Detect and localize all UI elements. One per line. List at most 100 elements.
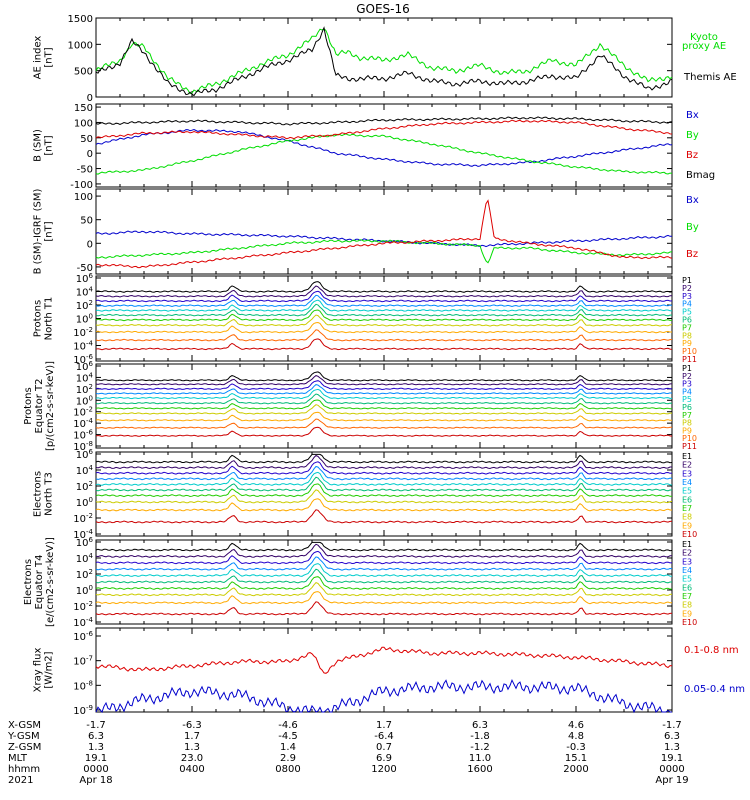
legend-entry: Themis AE [683,72,737,83]
series-line-E6 [95,476,672,492]
legend-entry: E10 [682,530,697,539]
y-tick-label: 50 [80,216,93,227]
series-line-E10 [95,509,673,524]
legend-entry: 0.1-0.8 nm [684,645,739,656]
x-info-value: 11.0 [469,753,491,764]
series-line-E5 [95,471,673,486]
series-line-E2 [95,454,672,470]
series-line-E3 [95,550,673,565]
series-line-Bz [95,199,673,269]
x-info-value: -6.3 [182,720,202,731]
x-info-value: 1.7 [376,720,392,731]
y-axis-label: [W/m2] [44,651,55,688]
x-info-row-label: MLT [8,753,28,764]
series-line-E2 [95,543,672,558]
series-line-E1 [95,453,673,464]
series-line-P6 [95,393,673,405]
legend-entry: P6 [682,403,692,412]
series-line-P1 [95,371,673,382]
y-tick-label: 104 [76,552,94,565]
series-line-Kyoto proxy AE [95,28,673,95]
x-info-value: 0800 [275,764,300,775]
series-line-E4 [95,465,673,481]
legend-entry: E8 [682,513,692,522]
legend-entry: P11 [682,355,697,364]
legend-entry: E7 [682,504,692,513]
y-axis-label: Equator T4 [34,555,45,610]
series-line-P9 [95,321,672,334]
x-info-row-label: hhmm [8,764,40,775]
series-line-P5 [95,388,672,400]
legend-entry: P8 [682,419,692,428]
legend-entry: E4 [682,566,692,575]
panel-frame [95,17,673,98]
y-tick-label: 10-4 [73,340,93,353]
y-tick-label: 10-6 [73,630,93,643]
series-line-P10 [95,418,673,429]
y-axis-label: AE index [33,36,44,80]
series-line-E8 [95,582,673,597]
legend-entry: E3 [682,557,692,566]
x-info-value: -1.2 [470,742,490,753]
series-line-E1 [95,541,673,552]
legend-entry: P9 [682,339,692,348]
y-tick-label: 104 [76,464,94,477]
legend-entry: E2 [682,549,692,558]
series-line-P3 [95,380,673,391]
x-info-value: -1.7 [662,720,682,731]
legend-entry: P1 [682,364,692,373]
y-tick-label: 10-2 [73,512,93,525]
series-line-P4 [95,294,673,308]
series-line-E10 [95,601,673,616]
series-line-P8 [95,404,673,415]
legend-entry: P5 [682,395,692,404]
series-line-Themis AE [95,26,673,97]
legend-entry: P2 [682,372,692,381]
y-tick-label: 10-4 [73,616,93,629]
y-tick-label: 106 [76,536,94,549]
legend-entry: Bx [686,195,699,206]
legend-entry: Bz [686,249,698,260]
series-line-By [95,239,673,264]
x-info-value: 23.0 [181,753,203,764]
y-axis-label: North T3 [44,472,55,516]
panel-frame [95,539,673,625]
series-line-By [95,133,673,175]
x-info-row-label: Z-GSM [8,742,41,753]
series-line-P7 [95,399,673,410]
series-line-0.1-0.8 nm [95,646,673,674]
y-axis-label: Equator T2 [34,379,45,434]
legend-entry: Bz [686,150,698,161]
legend-entry: Bx [686,110,699,121]
legend-entry: P3 [682,292,692,301]
y-tick-label: 104 [76,286,94,299]
y-tick-label: 100 [76,496,93,509]
series-line-P1 [95,281,673,293]
y-tick-label: 102 [76,568,93,581]
x-info-value: 1.3 [88,742,104,753]
legend-entry: P3 [682,380,692,389]
y-tick-label: 100 [76,584,93,597]
series-line-P3 [95,290,673,303]
y-tick-label: 100 [74,192,93,203]
y-tick-label: 106 [76,272,94,285]
series-line-Bx [95,230,672,248]
x-axis-info-table: X-GSM -1.7 -6.3 -4.6 1.7 6.3 4.6 -1.7Y-GSM 6.3 1.… [7,720,689,786]
x-info-row-label: X-GSM [8,720,41,731]
y-tick-label: 10-8 [73,679,93,692]
y-axis-label: B (SM) [33,129,44,162]
x-info-value: 4.6 [568,720,584,731]
y-tick-label: -50 [77,165,93,176]
series-line-P6 [95,303,672,317]
y-tick-label: 10-2 [73,600,93,613]
y-tick-label: 100 [74,118,93,129]
legend-entry: E5 [682,575,692,584]
series-line-P8 [95,314,673,327]
x-info-value: 0000 [83,764,108,775]
x-info-value: 1.7 [184,731,200,742]
legend-entry: E8 [682,601,692,610]
legend-entry: E1 [682,540,692,549]
x-info-value: 1.4 [280,742,296,753]
series-line-Bx [95,128,673,167]
